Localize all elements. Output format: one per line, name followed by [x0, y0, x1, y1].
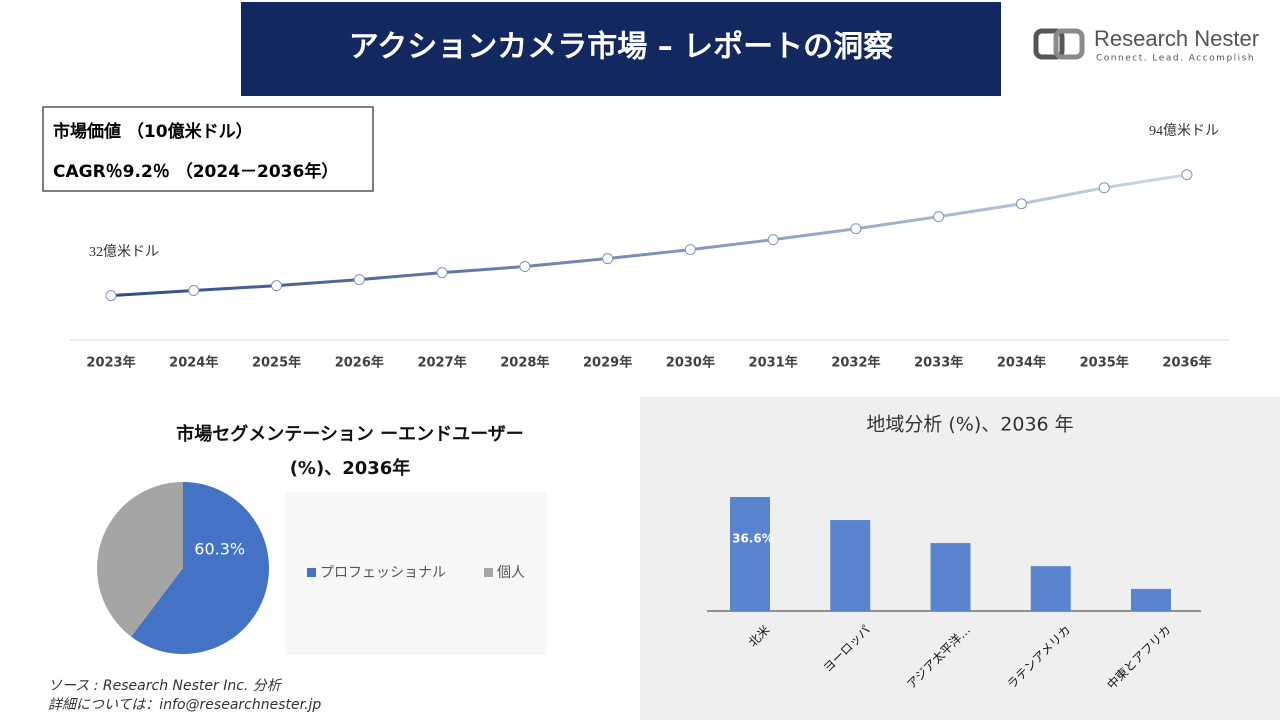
- chart-title: (%)、2036年: [290, 457, 411, 479]
- x-tick-label: 2032年: [831, 355, 880, 371]
- x-tick-label: 2023年: [86, 355, 135, 371]
- logo-text: Research Nester: [1094, 26, 1259, 51]
- data-point: [105, 290, 117, 302]
- data-point: [353, 274, 365, 286]
- bar: [1131, 588, 1171, 611]
- x-tick-label: 2027年: [417, 355, 466, 371]
- data-point: [684, 244, 696, 256]
- chart-title: 市場セグメンテーション ーエンドユーザー: [176, 423, 524, 445]
- x-tick-label: 2029年: [583, 355, 632, 371]
- legend-label: プロフェッショナル: [320, 565, 446, 581]
- pie-slice: [96, 482, 183, 637]
- legend-swatch: [484, 568, 493, 577]
- header-title: アクションカメラ市場 – レポートの洞察: [349, 30, 894, 65]
- pie-slice: [131, 482, 269, 654]
- data-point: [933, 211, 945, 223]
- legend-label: 個人: [497, 565, 525, 581]
- source-text: 詳細については：info@researchnester.jp: [48, 697, 321, 713]
- x-tick-label: 2033年: [914, 355, 963, 371]
- source-text: ソース : Research Nester Inc. 分析: [48, 678, 283, 694]
- data-point: [1181, 169, 1193, 181]
- x-tick-label: 2030年: [666, 355, 715, 371]
- info-line: 市場価値 （10億米ドル）: [53, 121, 253, 142]
- x-tick-label: 2034年: [997, 355, 1046, 371]
- data-label: 36.6%: [732, 531, 774, 545]
- legend-box: [285, 492, 547, 655]
- info-box: [42, 106, 374, 192]
- x-tick-label: 2024年: [169, 355, 218, 371]
- x-tick-label: 2036年: [1162, 355, 1211, 371]
- bar: [730, 496, 770, 611]
- data-point: [602, 253, 614, 265]
- data-point: [436, 267, 448, 279]
- x-tick-label: 2026年: [335, 355, 384, 371]
- data-point: [188, 285, 200, 297]
- data-label: 94億米ドル: [1149, 123, 1219, 139]
- data-point: [271, 280, 283, 292]
- bar: [930, 543, 971, 611]
- data-point: [1098, 182, 1110, 194]
- bar: [830, 520, 871, 611]
- logo-tagline: Connect. Lead. Accomplish: [1096, 54, 1255, 64]
- data-point: [767, 234, 779, 246]
- logo-icon: [1033, 28, 1085, 60]
- legend-swatch: [307, 568, 316, 577]
- x-tick-label: 2035年: [1080, 355, 1129, 371]
- bar: [1030, 566, 1071, 611]
- x-tick-label: 2025年: [252, 355, 301, 371]
- x-tick-label: 2028年: [500, 355, 549, 371]
- data-point: [1015, 198, 1027, 210]
- data-label: 60.3%: [194, 540, 245, 559]
- data-point: [519, 261, 531, 273]
- header-banner: [241, 2, 1001, 96]
- chart-title: 地域分析 (%)、2036 年: [866, 414, 1073, 436]
- data-line: [110, 173, 1188, 298]
- data-label: 32億米ドル: [89, 244, 159, 260]
- info-line: CAGR％9.2％ （2024－2036年）: [53, 161, 338, 182]
- data-point: [850, 223, 862, 235]
- x-tick-label: 2031年: [749, 355, 798, 371]
